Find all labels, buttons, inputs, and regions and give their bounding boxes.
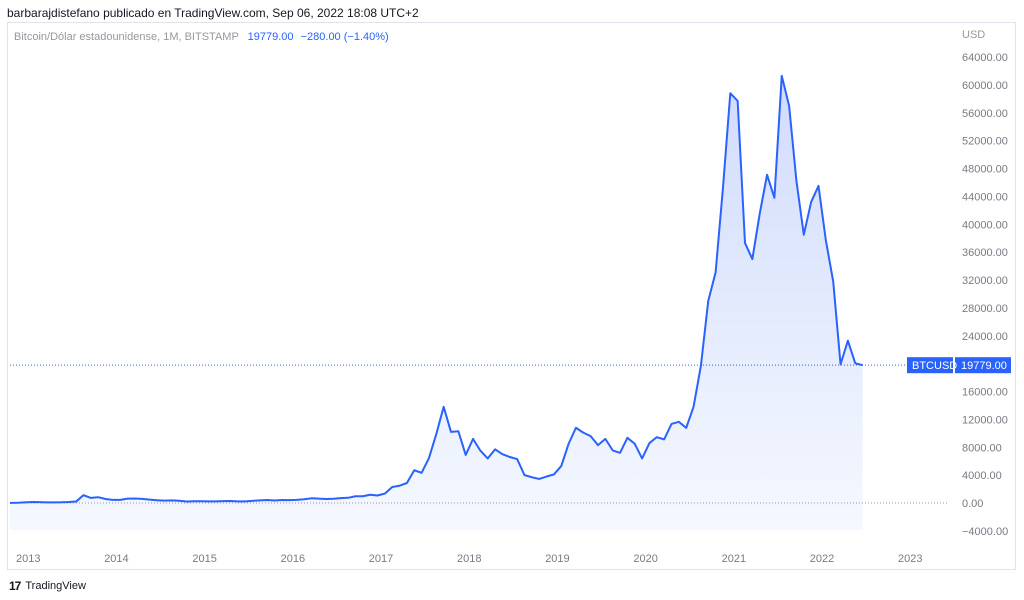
x-tick-label: 2023 <box>898 553 922 565</box>
x-tick-label: 2020 <box>633 553 657 565</box>
x-tick-label: 2017 <box>369 553 393 565</box>
y-tick-label: 32000.00 <box>962 275 1008 287</box>
y-tick-label: 0.00 <box>962 498 983 510</box>
y-tick-label: 52000.00 <box>962 136 1008 148</box>
y-tick-label: 60000.00 <box>962 80 1008 92</box>
price-axis: USD 64000.00 60000.00 56000.00 52000.00 48000… <box>907 29 1011 538</box>
series-line-btcusd[interactable] <box>9 74 863 504</box>
chart-frame[interactable] <box>7 22 1016 570</box>
y-tick-label: 16000.00 <box>962 387 1008 399</box>
y-tick-label: 28000.00 <box>962 303 1008 315</box>
x-tick-label: 2014 <box>104 553 128 565</box>
legend-symbol-description: Bitcoin/Dólar estadounidense, 1M, BITSTA… <box>14 31 239 43</box>
y-tick-label: −4000.00 <box>962 526 1008 538</box>
y-tick-label: 48000.00 <box>962 164 1008 176</box>
footer-branding[interactable]: 17 TradingView <box>9 579 86 593</box>
price-tag-symbol: BTCUSD <box>912 360 957 372</box>
y-tick-label: 40000.00 <box>962 219 1008 231</box>
legend-change: −280.00 (−1.40%) <box>300 31 389 43</box>
y-tick-label: 24000.00 <box>962 331 1008 343</box>
plot-area <box>9 74 948 530</box>
y-axis-unit-label: USD <box>962 29 985 41</box>
x-tick-label: 2018 <box>457 553 481 565</box>
y-tick-label: 36000.00 <box>962 247 1008 259</box>
legend-last-value: 19779.00 <box>247 31 294 43</box>
y-tick-label: 8000.00 <box>962 442 1002 454</box>
tradingview-logo-icon: 17 <box>9 579 21 593</box>
x-tick-label: 2021 <box>722 553 746 565</box>
last-price-tag: BTCUSD 19779.00 <box>907 357 1011 374</box>
y-tick-label: 64000.00 <box>962 52 1008 64</box>
published-note: barbarajdistefano publicado en TradingVi… <box>7 6 419 20</box>
price-tag-value: 19779.00 <box>961 360 1007 372</box>
x-tick-label: 2013 <box>16 553 40 565</box>
chart-legend: Bitcoin/Dólar estadounidense, 1M, BITSTA… <box>14 31 389 43</box>
y-tick-label: 4000.00 <box>962 470 1002 482</box>
y-tick-label: 44000.00 <box>962 191 1008 203</box>
x-tick-label: 2022 <box>810 553 834 565</box>
x-tick-label: 2019 <box>545 553 569 565</box>
price-area-fill <box>10 75 863 530</box>
brand-name: TradingView <box>25 580 86 592</box>
y-tick-label: 12000.00 <box>962 414 1008 426</box>
y-tick-label: 56000.00 <box>962 108 1008 120</box>
time-axis: 2013 2014 2015 2016 2017 2018 2019 2020 2021 2022… <box>16 553 922 565</box>
x-tick-label: 2016 <box>281 553 305 565</box>
x-tick-label: 2015 <box>192 553 216 565</box>
